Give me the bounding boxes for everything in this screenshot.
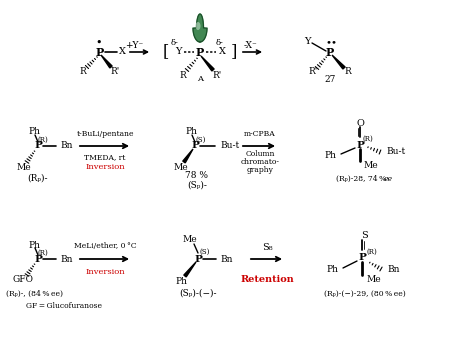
Text: P: P xyxy=(34,255,42,264)
Text: δ-: δ- xyxy=(171,39,179,47)
Text: δ-: δ- xyxy=(216,39,224,47)
Text: Ph: Ph xyxy=(175,277,187,286)
Text: Y: Y xyxy=(304,36,310,45)
Text: 78 %: 78 % xyxy=(185,171,209,180)
Text: Ph: Ph xyxy=(28,240,40,249)
Text: S₈: S₈ xyxy=(262,244,272,252)
Text: A: A xyxy=(197,75,203,83)
Text: (S): (S) xyxy=(200,248,210,256)
Text: graphy: graphy xyxy=(246,166,273,174)
Text: S: S xyxy=(362,232,368,240)
Text: Me: Me xyxy=(173,162,188,172)
Text: ee: ee xyxy=(383,175,392,183)
Text: ]: ] xyxy=(231,43,237,61)
Text: t-BuLi/pentane: t-BuLi/pentane xyxy=(76,130,134,138)
Text: •: • xyxy=(96,38,102,48)
Text: Me: Me xyxy=(367,276,382,284)
Text: (Sₚ)-: (Sₚ)- xyxy=(187,181,207,190)
Text: P: P xyxy=(96,46,104,57)
Text: Ph: Ph xyxy=(28,128,40,137)
Text: Inversion: Inversion xyxy=(85,163,125,171)
Text: Bn: Bn xyxy=(220,255,233,264)
Text: (R): (R) xyxy=(366,248,377,256)
Text: Bu-t: Bu-t xyxy=(220,141,239,151)
Polygon shape xyxy=(201,56,214,71)
Text: Me: Me xyxy=(364,161,379,171)
Text: Bn: Bn xyxy=(387,266,400,275)
Text: (Rₚ)-28, 74 %: (Rₚ)-28, 74 % xyxy=(336,175,388,183)
Text: X: X xyxy=(219,47,226,56)
Text: Column: Column xyxy=(245,150,275,158)
Text: P: P xyxy=(194,255,202,264)
Text: (R): (R) xyxy=(37,136,48,144)
Text: P: P xyxy=(196,46,204,57)
Text: (Rₚ)-, (84 % ee): (Rₚ)-, (84 % ee) xyxy=(7,290,64,298)
Text: R': R' xyxy=(110,66,119,75)
Polygon shape xyxy=(332,55,345,69)
Text: R: R xyxy=(345,66,351,75)
Text: chromato-: chromato- xyxy=(240,158,280,166)
Text: -X⁻: -X⁻ xyxy=(243,41,257,50)
Text: P: P xyxy=(356,140,364,150)
Text: Y: Y xyxy=(175,47,181,56)
Text: Ph: Ph xyxy=(185,128,197,137)
Text: X: X xyxy=(118,47,126,56)
Text: (R): (R) xyxy=(37,249,48,257)
Text: P: P xyxy=(326,46,334,57)
Text: ••: •• xyxy=(326,39,338,47)
Text: [: [ xyxy=(163,43,169,61)
Text: P: P xyxy=(34,141,42,151)
Polygon shape xyxy=(184,262,196,277)
Text: (Sₚ)-(−)-: (Sₚ)-(−)- xyxy=(179,289,217,298)
Polygon shape xyxy=(101,55,112,68)
Text: Bn: Bn xyxy=(60,255,73,264)
Text: Ph: Ph xyxy=(324,151,336,160)
Text: m-CPBA: m-CPBA xyxy=(244,130,276,138)
Text: Ph: Ph xyxy=(326,265,338,273)
Text: R': R' xyxy=(212,71,222,79)
Text: Bu-t: Bu-t xyxy=(386,148,405,157)
Polygon shape xyxy=(183,149,193,163)
Text: TMEDA, rt: TMEDA, rt xyxy=(84,153,126,161)
Text: P: P xyxy=(358,254,366,262)
Text: Me: Me xyxy=(182,236,197,245)
Text: R: R xyxy=(180,71,186,79)
Text: (Rₚ)-(−)-29, (80 % ee): (Rₚ)-(−)-29, (80 % ee) xyxy=(324,290,406,298)
Text: (Rₚ)-: (Rₚ)- xyxy=(28,173,48,183)
Text: R': R' xyxy=(309,67,318,76)
Polygon shape xyxy=(193,14,207,42)
Text: Inversion: Inversion xyxy=(85,268,125,276)
Ellipse shape xyxy=(195,22,201,30)
Text: MeLi/ether, 0 °C: MeLi/ether, 0 °C xyxy=(73,242,137,250)
Text: R: R xyxy=(80,66,86,75)
Text: (R): (R) xyxy=(363,135,374,143)
Text: (S): (S) xyxy=(196,136,206,144)
Text: Bn: Bn xyxy=(60,141,73,151)
Text: GF = Glucofuranose: GF = Glucofuranose xyxy=(26,302,102,310)
Text: P: P xyxy=(191,141,199,151)
Text: Retention: Retention xyxy=(240,276,294,284)
Text: 27: 27 xyxy=(324,75,336,84)
Text: Me: Me xyxy=(17,162,31,172)
Text: +Y⁻: +Y⁻ xyxy=(125,41,143,50)
Text: GFO: GFO xyxy=(12,276,34,284)
Text: O: O xyxy=(356,118,364,128)
